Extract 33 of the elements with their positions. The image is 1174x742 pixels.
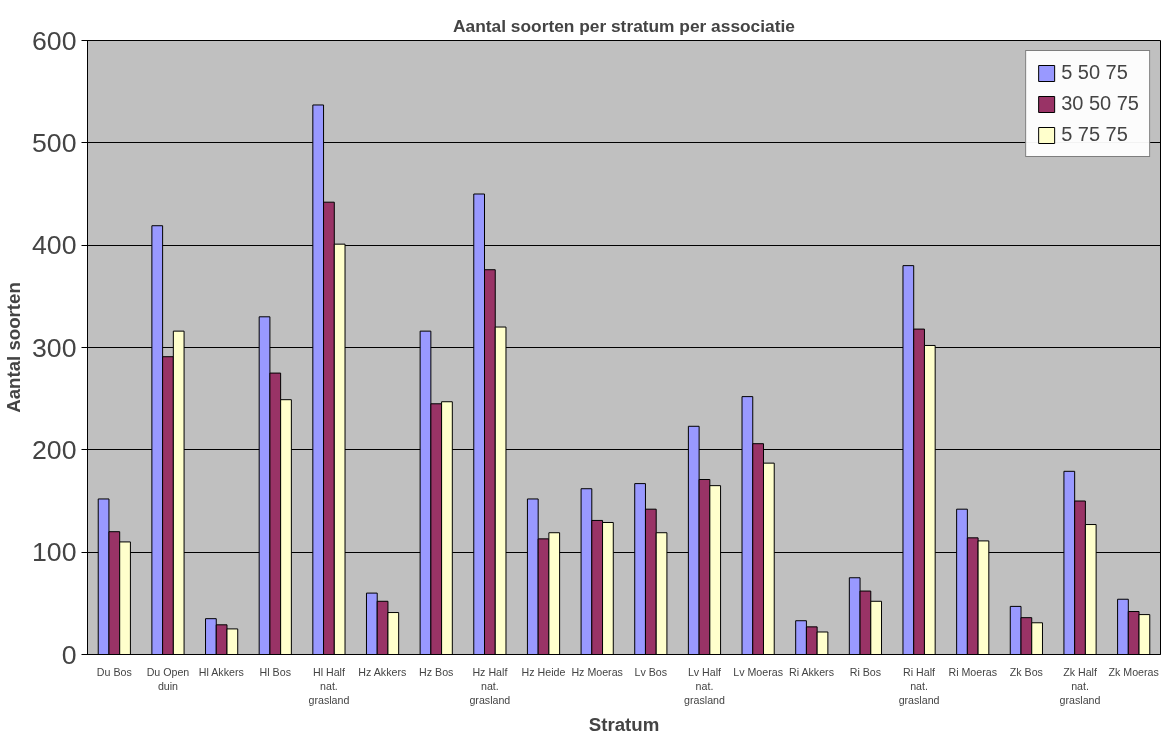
x-tick-label: Lv Bos	[634, 665, 668, 678]
x-tick-label: Hz Moeras	[571, 665, 623, 678]
x-tick-label: Lv Half nat. grasland	[684, 665, 725, 707]
x-tick-label: Hz Heide	[521, 665, 566, 678]
x-tick-label: Ri Akkers	[788, 665, 834, 678]
chart-title: Aantal soorten per stratum per associatie	[453, 15, 796, 36]
x-tick-label: Lv Moeras	[733, 665, 783, 678]
y-tick-label: 500	[32, 127, 77, 158]
legend-label: 30 50 75	[1061, 92, 1139, 115]
y-tick-label: 600	[32, 25, 77, 56]
y-axis-title: Aantal soorten	[3, 282, 25, 413]
x-tick-label: Hl Akkers	[198, 665, 244, 678]
legend-label: 5 50 75	[1061, 61, 1128, 84]
legend-label: 5 75 75	[1061, 123, 1128, 146]
x-tick-label: Ri Half nat. grasland	[898, 665, 940, 707]
x-tick-label: Ri Bos	[849, 665, 882, 678]
y-tick-label: 400	[32, 230, 77, 261]
y-tick-label: 300	[32, 332, 77, 363]
x-tick-label: Zk Bos	[1009, 665, 1043, 678]
x-tick-label: Du Bos	[96, 665, 132, 678]
x-tick-label: Du Open duin	[146, 665, 190, 692]
x-tick-label: Hz Akkers	[358, 665, 407, 678]
x-tick-label: Hl Half nat. grasland	[308, 665, 350, 707]
y-tick-label: 100	[32, 537, 77, 568]
y-tick-label: 200	[32, 434, 77, 465]
y-tick-label: 0	[61, 639, 77, 670]
x-tick-label: Ri Moeras	[948, 665, 998, 678]
x-tick-label: Zk Half nat. grasland	[1059, 665, 1101, 707]
x-tick-label: Hz Half nat. grasland	[469, 665, 511, 707]
x-axis-title: Stratum	[588, 714, 660, 736]
x-tick-label: Hl Bos	[259, 665, 291, 678]
x-tick-label: Zk Moeras	[1108, 665, 1159, 678]
x-tick-label: Hz Bos	[419, 665, 454, 678]
